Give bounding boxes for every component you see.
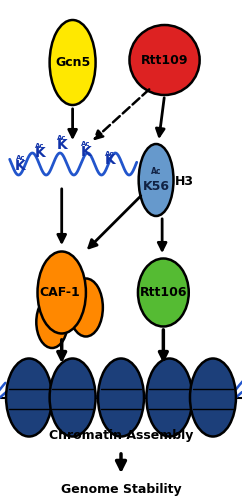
Text: Genome Stability: Genome Stability	[61, 482, 181, 496]
Text: H3: H3	[174, 175, 193, 188]
Ellipse shape	[36, 296, 68, 348]
Text: K: K	[105, 154, 115, 168]
Ellipse shape	[50, 358, 96, 436]
Text: Ac: Ac	[105, 150, 115, 156]
Text: K: K	[35, 146, 45, 160]
Ellipse shape	[129, 25, 200, 95]
Ellipse shape	[190, 358, 236, 436]
Text: K56: K56	[143, 180, 170, 192]
Text: Rtt109: Rtt109	[141, 54, 188, 66]
Text: Rtt106: Rtt106	[140, 286, 187, 299]
Text: K: K	[15, 158, 26, 172]
Text: Ac: Ac	[151, 166, 161, 175]
Ellipse shape	[50, 20, 96, 105]
Text: Ac: Ac	[57, 135, 67, 141]
Text: Chromatin Assembly: Chromatin Assembly	[49, 430, 193, 442]
Ellipse shape	[146, 358, 192, 436]
Text: Ac: Ac	[16, 156, 25, 162]
Text: CAF-1: CAF-1	[39, 286, 80, 299]
Ellipse shape	[38, 252, 86, 334]
Ellipse shape	[69, 278, 103, 336]
Ellipse shape	[139, 144, 174, 216]
Text: K: K	[56, 138, 67, 152]
Ellipse shape	[6, 358, 52, 436]
Text: Gcn5: Gcn5	[55, 56, 90, 69]
Ellipse shape	[98, 358, 144, 436]
Ellipse shape	[138, 258, 189, 326]
Text: Ac: Ac	[35, 143, 45, 149]
Text: Ac: Ac	[81, 142, 91, 148]
Text: K: K	[81, 144, 91, 158]
